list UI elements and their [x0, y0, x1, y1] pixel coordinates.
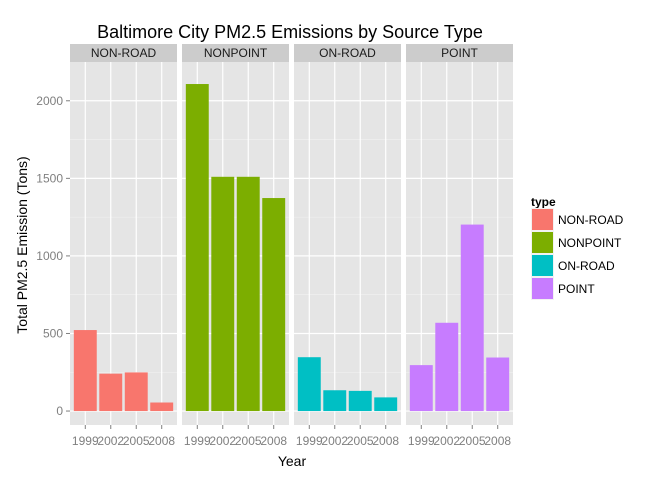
facet-strip-label: POINT [441, 46, 478, 60]
x-tick-label: 1999 [184, 434, 211, 448]
x-tick-label: 2002 [433, 434, 460, 448]
y-tick-label: 1500 [36, 171, 63, 185]
y-tick-label: 2000 [36, 94, 63, 108]
x-tick-label: 2005 [235, 434, 262, 448]
x-tick-label: 1999 [72, 434, 99, 448]
facet-strip-label: ON-ROAD [319, 46, 376, 60]
facet-strip [70, 44, 177, 62]
bar-nonpoint-2005 [236, 176, 260, 412]
bar-non-road-2002 [99, 373, 123, 412]
legend-label: ON-ROAD [558, 259, 615, 273]
x-tick-label: 1999 [296, 434, 323, 448]
bar-on-road-2005 [348, 390, 372, 412]
bar-point-2005 [460, 224, 484, 412]
bar-non-road-1999 [73, 330, 97, 412]
legend-label: NONPOINT [558, 236, 622, 250]
bar-nonpoint-2008 [262, 198, 286, 412]
x-tick-label: 2005 [459, 434, 486, 448]
bar-non-road-2005 [124, 372, 148, 412]
legend-key-swatch [532, 278, 553, 299]
legend-item-point: POINT [531, 277, 595, 300]
bar-point-2002 [435, 322, 459, 412]
x-tick-label: 2008 [484, 434, 511, 448]
x-tick-label: 2008 [372, 434, 399, 448]
legend-label: NON-ROAD [558, 213, 624, 227]
legend-label: POINT [558, 282, 595, 296]
y-tick-label: 1000 [36, 249, 63, 263]
legend-key-swatch [532, 255, 553, 276]
x-tick-label: 2002 [209, 434, 236, 448]
x-tick-label: 2008 [260, 434, 287, 448]
bar-nonpoint-1999 [185, 84, 209, 412]
legend-title: type [531, 195, 556, 209]
legend-item-on-road: ON-ROAD [531, 254, 615, 277]
x-axis-title: Year [278, 453, 307, 469]
legend-key-swatch [532, 209, 553, 230]
bar-nonpoint-2002 [211, 176, 235, 412]
x-tick-label: 2005 [347, 434, 374, 448]
x-tick-label: 1999 [408, 434, 435, 448]
legend-item-non-road: NON-ROAD [531, 208, 624, 231]
legend-key-swatch [532, 232, 553, 253]
facet-strip-label: NON-ROAD [91, 46, 157, 60]
facet-strip [294, 44, 401, 62]
facet-strip [406, 44, 513, 62]
x-tick-label: 2002 [97, 434, 124, 448]
bar-on-road-2002 [323, 390, 347, 412]
x-tick-label: 2002 [321, 434, 348, 448]
bar-on-road-2008 [374, 397, 398, 412]
x-tick-label: 2008 [148, 434, 175, 448]
facet-panels: NON-ROAD1999200220052008NONPOINT19992002… [70, 44, 513, 448]
chart-title: Baltimore City PM2.5 Emissions by Source… [97, 22, 483, 42]
y-axis: 0 500 1000 1500 2000 [36, 94, 70, 418]
y-tick-label: 500 [43, 326, 63, 340]
bar-non-road-2008 [150, 402, 174, 412]
y-tick-label: 0 [56, 404, 63, 418]
bar-point-1999 [409, 365, 433, 412]
bar-on-road-1999 [297, 357, 321, 412]
bar-point-2008 [486, 357, 510, 412]
y-axis-title: Total PM2.5 Emission (Tons) [14, 156, 30, 333]
facet-strip-label: NONPOINT [204, 46, 268, 60]
facet-strip [182, 44, 289, 62]
legend-item-nonpoint: NONPOINT [531, 231, 622, 254]
x-tick-label: 2005 [123, 434, 150, 448]
